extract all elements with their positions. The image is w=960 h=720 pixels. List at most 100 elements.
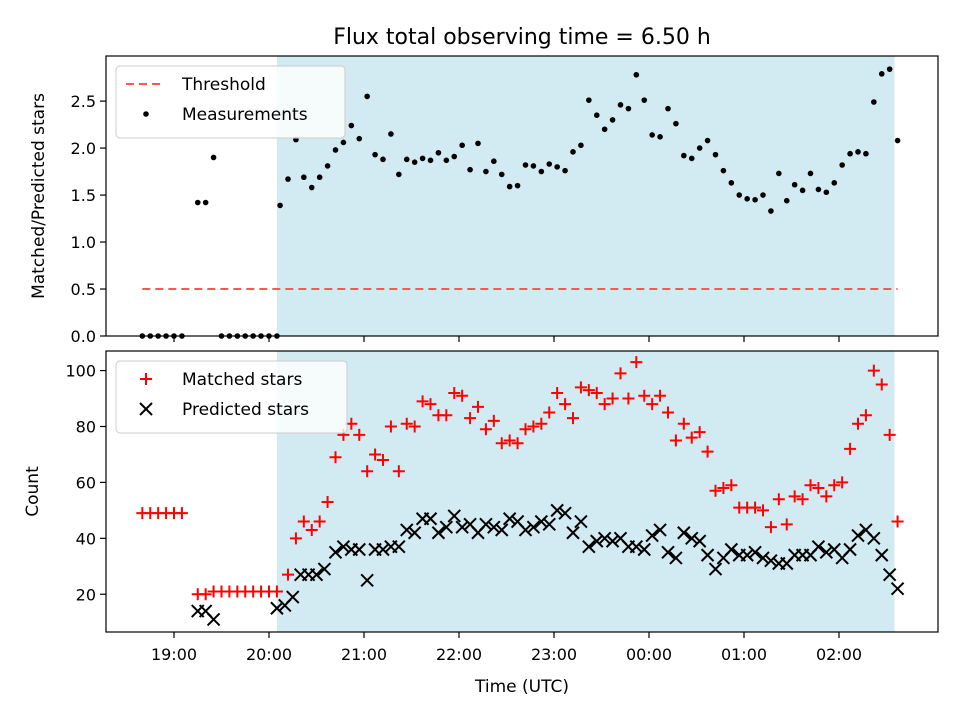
data-point (669, 551, 683, 565)
data-point (567, 412, 579, 425)
data-point (859, 409, 872, 422)
data-point (886, 66, 893, 72)
data-point (364, 93, 370, 100)
data-point (609, 117, 616, 123)
data-point (419, 155, 426, 162)
data-point (301, 174, 307, 181)
data-point (811, 540, 826, 554)
data-point (361, 465, 374, 478)
data-point (749, 501, 762, 514)
y-tick-label: 2.5 (71, 92, 96, 111)
data-point (768, 208, 774, 214)
data-point (871, 99, 877, 105)
data-point (519, 423, 532, 436)
data-point (277, 202, 283, 209)
data-point (467, 166, 473, 173)
data-point (720, 167, 727, 174)
data-point (855, 149, 861, 155)
data-point (882, 567, 897, 582)
x-axis-label: Time (UTC) (474, 677, 569, 697)
data-point (372, 151, 378, 158)
data-point (582, 384, 595, 397)
data-point (606, 392, 619, 405)
data-point (752, 196, 758, 203)
data-point (270, 585, 283, 598)
data-point (380, 156, 386, 163)
data-point (498, 171, 505, 178)
legend-box (115, 65, 346, 139)
data-point (875, 548, 889, 562)
data-point (757, 504, 769, 517)
data-point (534, 514, 549, 529)
data-point (551, 386, 564, 399)
data-point (424, 398, 437, 411)
data-point (554, 164, 560, 170)
data-point (712, 151, 719, 158)
data-point (543, 406, 556, 419)
data-point (435, 149, 442, 156)
legend: Matched stars Predicted stars (115, 360, 348, 434)
data-point (617, 102, 624, 108)
data-point (574, 381, 587, 394)
data-point (328, 545, 343, 560)
data-point (558, 506, 572, 520)
data-point (756, 551, 770, 565)
data-point (199, 588, 212, 601)
data-point (503, 434, 516, 447)
data-point (210, 154, 217, 161)
data-point (285, 176, 291, 182)
data-point (308, 184, 315, 191)
data-point (725, 479, 738, 492)
data-point (340, 139, 347, 146)
data-point (593, 112, 600, 118)
data-point (828, 479, 841, 492)
data-point (764, 521, 777, 534)
data-point (852, 417, 864, 430)
data-point (475, 140, 481, 147)
legend-x-swatch (139, 402, 153, 416)
data-point (403, 156, 410, 163)
data-point (791, 181, 798, 188)
data-point (764, 553, 778, 568)
series-measurements (139, 66, 901, 339)
y-tick-label: 0.5 (71, 280, 96, 299)
data-point (535, 417, 548, 430)
data-point (305, 523, 318, 536)
data-point (867, 531, 881, 546)
data-point (605, 534, 620, 548)
data-point (867, 364, 880, 377)
y-tick-label: 60 (76, 473, 96, 492)
data-point (384, 420, 397, 433)
y-tick-label: 100 (65, 362, 96, 381)
data-point (788, 490, 801, 503)
data-point (839, 162, 845, 168)
data-point (175, 507, 188, 520)
data-point (847, 150, 853, 157)
data-point (439, 520, 454, 534)
observing-window-band (276, 56, 895, 336)
data-point (336, 540, 351, 554)
data-point (776, 170, 782, 177)
data-point (456, 389, 469, 402)
data-point (783, 197, 790, 204)
y-tick-label: 2.0 (71, 139, 96, 158)
x-tick-label: 19:00 (151, 645, 197, 664)
legend-dot-swatch (143, 111, 149, 117)
data-point (685, 531, 699, 546)
data-point (511, 437, 524, 450)
data-point (447, 509, 461, 523)
data-point (653, 523, 667, 537)
data-point (637, 542, 651, 557)
legend-plus-swatch (140, 373, 152, 385)
data-point (502, 512, 517, 526)
data-point (843, 542, 857, 557)
data-point (582, 540, 596, 554)
y-tick-label: 40 (76, 529, 96, 548)
data-point (309, 567, 324, 582)
data-point (329, 451, 342, 464)
data-point (736, 192, 743, 198)
data-point (836, 476, 849, 489)
data-point (614, 367, 627, 380)
data-point (495, 523, 509, 537)
legend-label: Predicted stars (182, 400, 309, 420)
